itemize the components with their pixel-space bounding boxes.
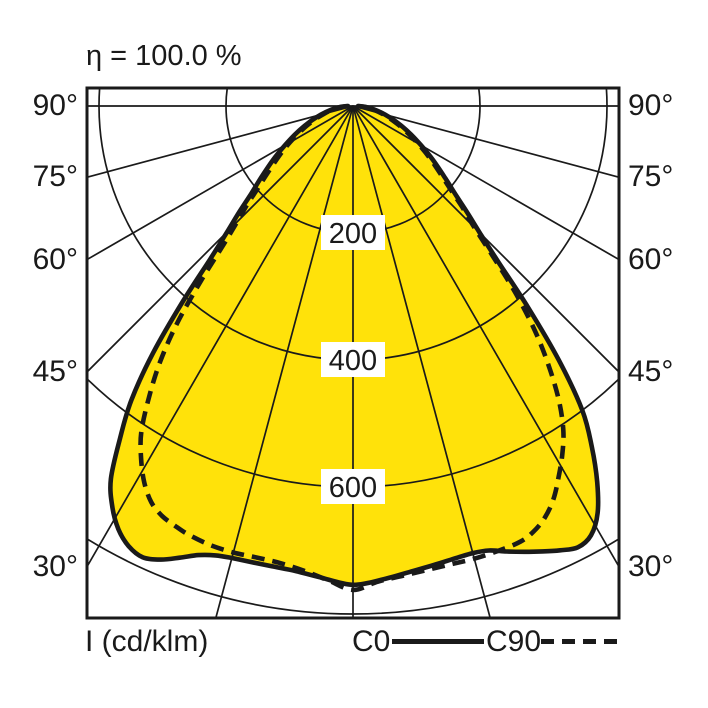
legend-c90-label: C90 xyxy=(486,625,542,658)
angle-label-right-60: 60° xyxy=(628,242,674,276)
radial-tick-box xyxy=(321,215,385,250)
legend-c0-label: C0 xyxy=(352,625,391,658)
angle-gridline xyxy=(352,105,619,569)
angle-label-left-30: 30° xyxy=(32,549,78,583)
c90-curve xyxy=(138,103,566,593)
angle-gridline xyxy=(352,105,492,618)
angle-gridline xyxy=(352,105,619,374)
angle-label-right-45: 45° xyxy=(628,355,674,388)
angle-gridline xyxy=(87,105,354,569)
chart-frame xyxy=(85,86,621,620)
angle-gridline xyxy=(214,105,354,618)
angle-label-left-60: 60° xyxy=(32,242,78,276)
angle-gridline xyxy=(352,105,619,179)
legend-c90-dashed-line-sample xyxy=(541,639,618,644)
angle-gridline xyxy=(87,105,354,261)
radial-axis-unit-label: I (cd/klm) xyxy=(85,625,209,658)
angle-label-right-30: 30° xyxy=(628,549,674,583)
radial-tick-label: 400 xyxy=(329,345,377,377)
angle-label-left-90: 90° xyxy=(32,89,78,122)
radial-tick-label: 600 xyxy=(329,472,377,504)
legend-c0-solid-line-sample xyxy=(392,639,484,644)
angle-label-right-75: 75° xyxy=(628,160,674,194)
radial-gridline-arc xyxy=(87,537,619,615)
radial-tick-label: 200 xyxy=(329,218,377,250)
angle-gridline xyxy=(87,105,354,374)
angle-label-left-75: 75° xyxy=(32,160,78,194)
angle-label-left-45: 45° xyxy=(32,355,78,388)
radial-tick-box xyxy=(321,342,385,377)
efficiency-title: η = 100.0 % xyxy=(86,40,242,72)
angle-gridline xyxy=(87,105,354,179)
angle-label-right-90: 90° xyxy=(628,89,674,122)
angle-gridline xyxy=(352,105,619,261)
radial-tick-box xyxy=(321,469,385,504)
